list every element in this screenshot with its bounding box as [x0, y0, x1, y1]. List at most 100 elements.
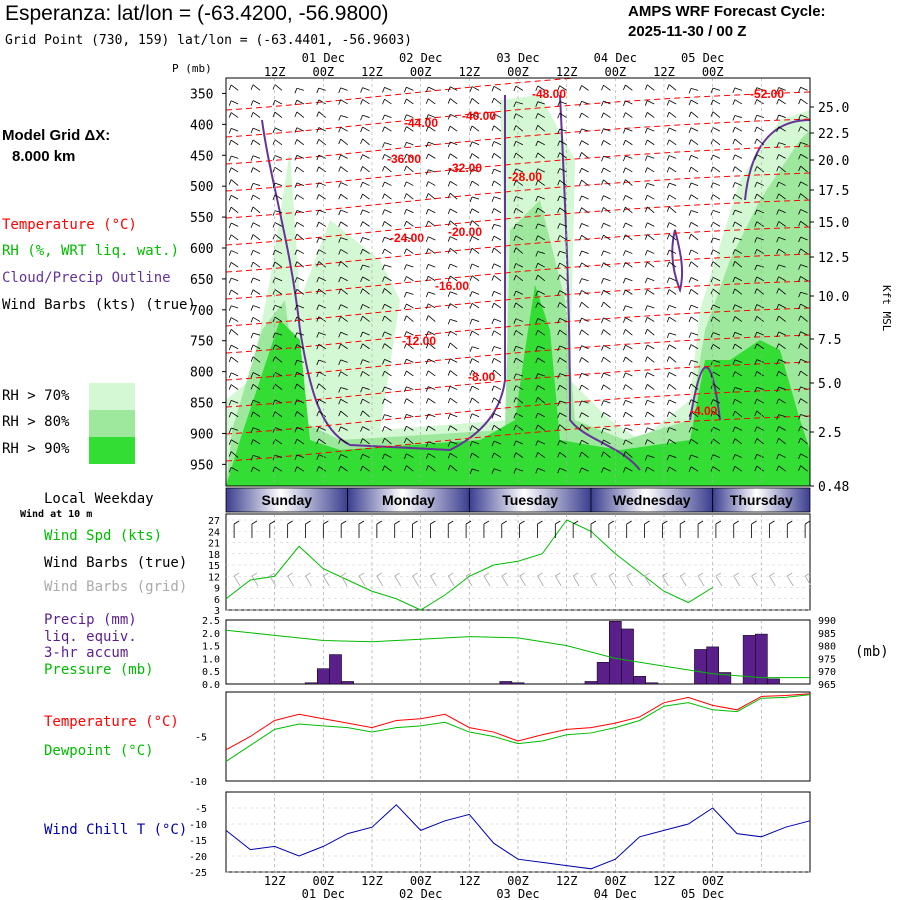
wind-barb [447, 192, 458, 200]
wind-barbs-grid-label: Wind Barbs (grid) [44, 579, 188, 595]
wind-barb [250, 399, 261, 406]
wind-barb [447, 318, 458, 325]
wind-barb [754, 398, 764, 405]
wind-barb [732, 304, 743, 310]
wind-barb [338, 87, 348, 94]
precip-bar [694, 649, 707, 685]
isotherm-label: -36.00 [387, 152, 421, 166]
wind-barb [776, 465, 786, 472]
wind-barb [382, 276, 392, 282]
wind-barb [579, 223, 589, 229]
wind-barb [491, 235, 502, 242]
wind-barb [403, 126, 414, 132]
wind-barb [469, 318, 480, 325]
wind-barb [382, 359, 392, 365]
wind-barb [688, 438, 699, 445]
wind-barb [294, 87, 304, 94]
surface-barb-grid [644, 572, 651, 587]
precip-bar [718, 672, 732, 685]
wind-barb [360, 386, 370, 393]
forecast-cycle-value: 2025-11-30 / 00 Z [628, 23, 747, 40]
isotherm-line [226, 91, 810, 138]
wind-barb [644, 289, 655, 295]
surface-barb-grid [376, 572, 384, 587]
dewpoint-label: Dewpoint (°C) [44, 743, 154, 759]
wind-barb [403, 343, 414, 350]
wind-barb [513, 207, 524, 214]
wind-barb [338, 454, 348, 460]
wind-barb [732, 410, 743, 418]
wind-barb [469, 247, 480, 254]
wind-barb [579, 301, 589, 309]
surface-barb-grid [519, 572, 526, 587]
wind-barb [666, 234, 677, 241]
wind-barb [579, 112, 589, 119]
wind-barb [666, 111, 677, 118]
wind-barb [688, 411, 699, 418]
wind-barb [447, 86, 458, 92]
surface-barb-true [572, 520, 579, 538]
wind-barb [360, 438, 370, 445]
wind-barb [425, 398, 436, 404]
wind-barb [491, 97, 502, 105]
top-hour-label: 12Z [264, 65, 286, 79]
wind-barb [228, 372, 239, 378]
wind-barb [622, 400, 633, 406]
wind-barb [491, 141, 502, 147]
wind-barb [403, 98, 414, 105]
wind-barb [776, 87, 786, 93]
surface-barb-grid [358, 572, 366, 587]
wind-barb [316, 276, 326, 283]
wind-barb [601, 155, 611, 162]
wind-barb [732, 221, 743, 228]
wind-barb [798, 465, 808, 472]
wind-barb [469, 385, 480, 392]
wind-barb [338, 115, 348, 121]
wind-barb [557, 412, 567, 419]
wind-barb [425, 264, 436, 270]
wind-barb [338, 343, 348, 350]
wind-barb [338, 465, 348, 472]
wind-barb [469, 196, 480, 203]
pressure-tick-label: 970 [818, 667, 836, 678]
wind-barb [360, 126, 370, 133]
wind-barb [754, 193, 765, 200]
wind-barb [579, 345, 589, 351]
wind-barb [732, 387, 742, 393]
wind-barb [360, 371, 370, 377]
wind-barb [447, 141, 458, 148]
wind-barb [469, 275, 480, 282]
wind-barb [425, 386, 436, 392]
wind-barb [316, 127, 326, 133]
pressure-tick-label: 550 [190, 211, 213, 226]
sounding-panel: -52.00 -48.00 -44.00 -40.00 -36.00 -32.00 -28.… [190, 77, 849, 495]
wind-barb [798, 126, 808, 132]
wind-barb [294, 411, 305, 418]
wind-tick-label: 6 [214, 595, 220, 606]
surface-barb-grid [572, 572, 580, 587]
precip-bar [341, 681, 355, 685]
surface-barb-true [661, 520, 668, 538]
isotherm-label: -40.00 [462, 109, 496, 123]
wind-barb [425, 181, 436, 187]
wind-barb [447, 114, 458, 120]
wind-barb [403, 465, 414, 472]
pressure-tick-label: 965 [818, 680, 836, 691]
wind-barb [776, 303, 786, 310]
wind-barb [513, 385, 524, 391]
height-tick-label: 0.48 [818, 480, 849, 495]
wind-barb [579, 167, 589, 174]
isotherm-line [226, 78, 582, 111]
wind-barb [250, 206, 261, 214]
wind-barb [294, 221, 305, 228]
wind-barb [469, 303, 480, 309]
surface-barb-grid [679, 572, 687, 587]
surface-barb-true [269, 520, 276, 538]
wind-barb [250, 261, 261, 268]
wind-barb [403, 414, 414, 420]
wind-barb [557, 112, 567, 119]
top-date-label: 01 Dec [302, 51, 345, 65]
height-tick-label: 22.5 [818, 127, 849, 142]
precip-bar [596, 661, 610, 685]
wind-barb [579, 290, 589, 296]
